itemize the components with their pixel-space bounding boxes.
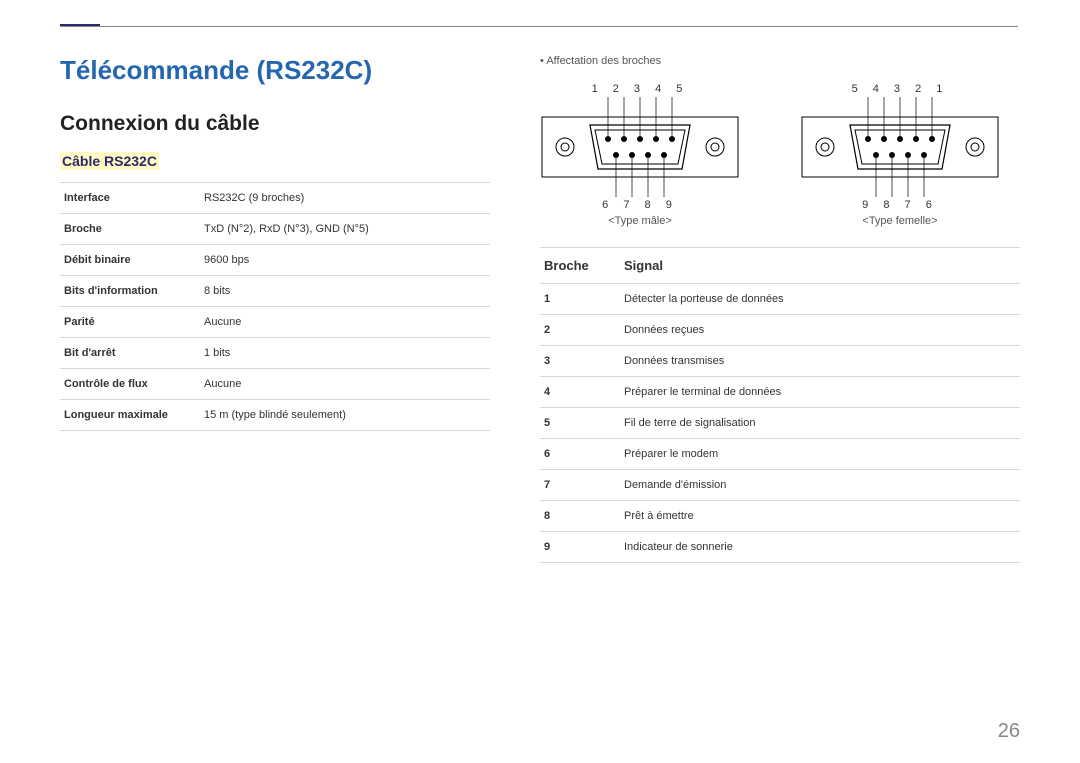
spec-label: Broche: [60, 214, 200, 245]
signal-pin: 7: [540, 470, 620, 501]
signal-row: 7Demande d'émission: [540, 470, 1020, 501]
signal-row: 4Préparer le terminal de données: [540, 377, 1020, 408]
spec-table: InterfaceRS232C (9 broches)BrocheTxD (N°…: [60, 182, 490, 431]
signal-name: Préparer le terminal de données: [620, 377, 1020, 408]
signal-pin: 5: [540, 408, 620, 439]
signal-name: Préparer le modem: [620, 439, 1020, 470]
signal-name: Demande d'émission: [620, 470, 1020, 501]
spec-label: Contrôle de flux: [60, 369, 200, 400]
signal-row: 1Détecter la porteuse de données: [540, 284, 1020, 315]
female-connector-svg: [800, 97, 1000, 197]
signal-header-signal: Signal: [620, 248, 1020, 284]
spec-value: 15 m (type blindé seulement): [200, 400, 490, 431]
spec-row: Bit d'arrêt1 bits: [60, 338, 490, 369]
signal-name: Indicateur de sonnerie: [620, 532, 1020, 563]
female-top-pins: 5 4 3 2 1: [800, 83, 1000, 95]
male-connector: 1 2 3 4 5: [540, 83, 740, 227]
signal-name: Prêt à émettre: [620, 501, 1020, 532]
spec-label: Bits d'information: [60, 276, 200, 307]
signal-row: 8Prêt à émettre: [540, 501, 1020, 532]
pin-assignment-label: Affectation des broches: [540, 55, 1020, 67]
signal-pin: 4: [540, 377, 620, 408]
signal-row: 3Données transmises: [540, 346, 1020, 377]
cable-heading: Câble RS232C: [60, 152, 159, 170]
female-connector: 5 4 3 2 1: [800, 83, 1000, 227]
signal-name: Données transmises: [620, 346, 1020, 377]
spec-row: Bits d'information8 bits: [60, 276, 490, 307]
signal-pin: 1: [540, 284, 620, 315]
spec-row: BrocheTxD (N°2), RxD (N°3), GND (N°5): [60, 214, 490, 245]
spec-value: RS232C (9 broches): [200, 183, 490, 214]
spec-label: Débit binaire: [60, 245, 200, 276]
signal-header-pin: Broche: [540, 248, 620, 284]
spec-value: 8 bits: [200, 276, 490, 307]
female-bottom-pins: 9 8 7 6: [800, 199, 1000, 211]
signal-pin: 3: [540, 346, 620, 377]
signal-name: Données reçues: [620, 315, 1020, 346]
signal-pin: 8: [540, 501, 620, 532]
signal-name: Fil de terre de signalisation: [620, 408, 1020, 439]
male-type-label: <Type mâle>: [540, 215, 740, 227]
signal-pin: 6: [540, 439, 620, 470]
spec-label: Longueur maximale: [60, 400, 200, 431]
signal-pin: 2: [540, 315, 620, 346]
signal-row: 9Indicateur de sonnerie: [540, 532, 1020, 563]
spec-row: Longueur maximale15 m (type blindé seule…: [60, 400, 490, 431]
spec-row: Débit binaire9600 bps: [60, 245, 490, 276]
signal-row: 5Fil de terre de signalisation: [540, 408, 1020, 439]
left-column: Télécommande (RS232C) Connexion du câble…: [60, 55, 490, 563]
spec-row: ParitéAucune: [60, 307, 490, 338]
spec-value: Aucune: [200, 307, 490, 338]
female-type-label: <Type femelle>: [800, 215, 1000, 227]
spec-label: Interface: [60, 183, 200, 214]
male-bottom-pins: 6 7 8 9: [540, 199, 740, 211]
male-connector-svg: [540, 97, 740, 197]
top-rule: [60, 26, 1018, 27]
spec-label: Parité: [60, 307, 200, 338]
male-top-pins: 1 2 3 4 5: [540, 83, 740, 95]
signal-table: Broche Signal 1Détecter la porteuse de d…: [540, 247, 1020, 563]
page-number: 26: [998, 720, 1020, 743]
signal-row: 6Préparer le modem: [540, 439, 1020, 470]
connector-diagrams: 1 2 3 4 5: [540, 83, 1020, 227]
page-title: Télécommande (RS232C): [60, 55, 490, 86]
section-heading: Connexion du câble: [60, 112, 490, 136]
spec-value: 9600 bps: [200, 245, 490, 276]
right-column: Affectation des broches 1 2 3 4 5: [540, 55, 1020, 563]
spec-label: Bit d'arrêt: [60, 338, 200, 369]
spec-value: 1 bits: [200, 338, 490, 369]
spec-row: Contrôle de fluxAucune: [60, 369, 490, 400]
spec-value: TxD (N°2), RxD (N°3), GND (N°5): [200, 214, 490, 245]
signal-row: 2Données reçues: [540, 315, 1020, 346]
spec-row: InterfaceRS232C (9 broches): [60, 183, 490, 214]
signal-pin: 9: [540, 532, 620, 563]
signal-name: Détecter la porteuse de données: [620, 284, 1020, 315]
spec-value: Aucune: [200, 369, 490, 400]
